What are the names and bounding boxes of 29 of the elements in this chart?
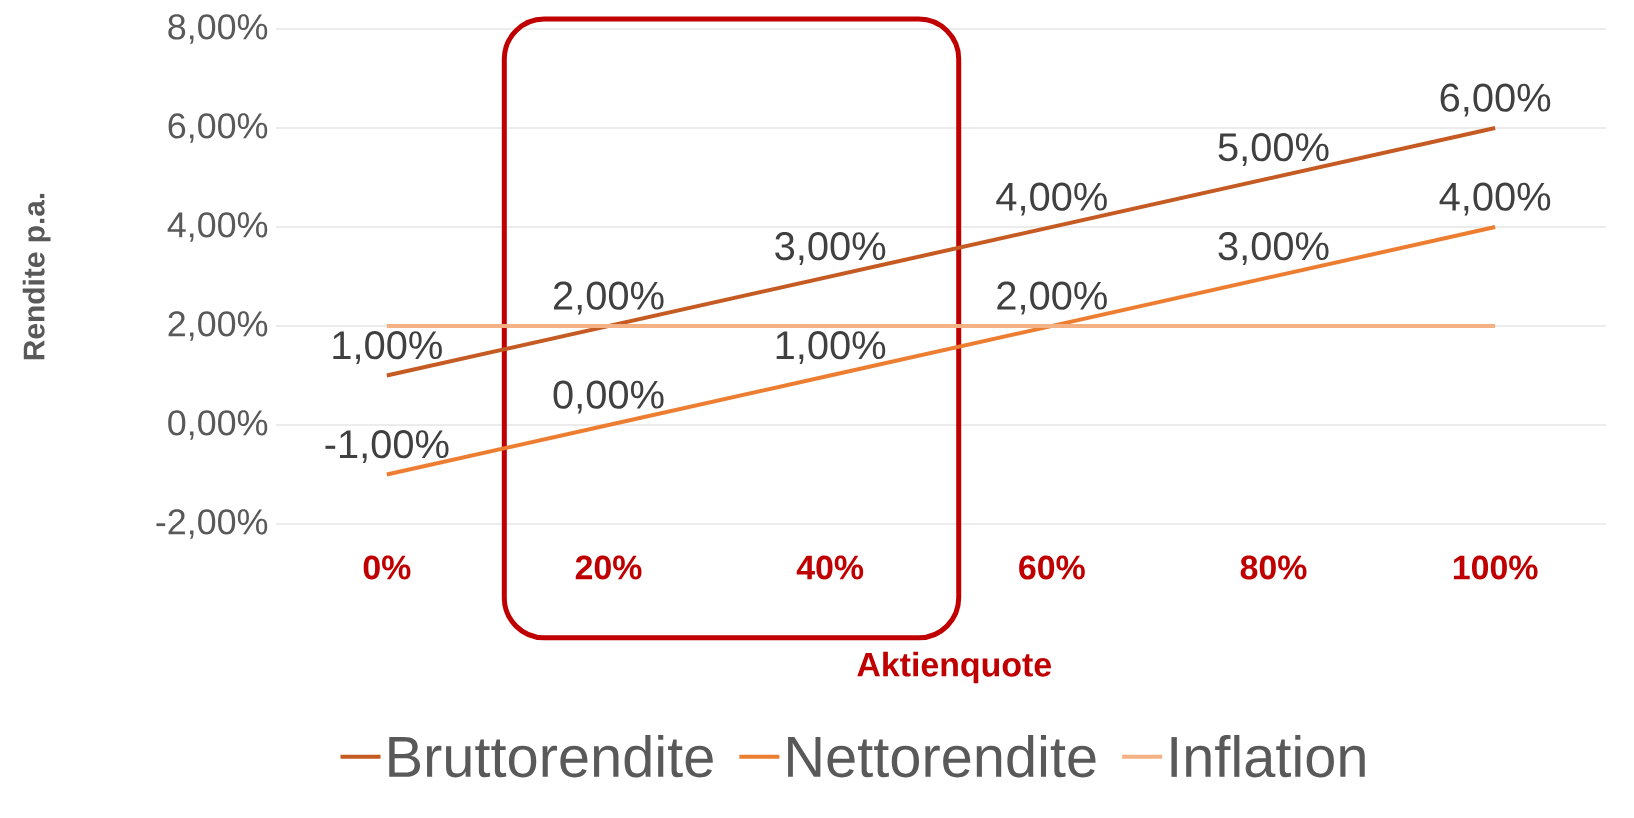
legend-label: Inflation [1171, 734, 1365, 778]
data-label: 2,00% [997, 281, 1107, 315]
data-label: 2,00% [553, 281, 664, 315]
y-tick-label: 4,00% [167, 212, 268, 242]
data-label: 4,00% [1439, 182, 1551, 216]
data-label: 3,00% [1218, 232, 1329, 265]
x-tick-label: 40% [796, 555, 864, 580]
data-label: 4,00% [996, 182, 1107, 216]
y-tick-label: 2,00% [168, 311, 268, 341]
x-tick-label: 60% [1019, 555, 1085, 580]
legend-label: Bruttorendite [389, 734, 713, 778]
y-tick-label: 6,00% [168, 113, 268, 143]
x-tick-label: 20% [575, 555, 642, 580]
y-tick-label: 0,00% [168, 410, 268, 440]
x-axis-title: Aktienquote [857, 651, 1051, 684]
y-tick-label: -2,00% [156, 509, 268, 539]
data-label: 5,00% [1218, 133, 1329, 166]
data-label: -1,00% [325, 430, 449, 463]
y-tick-label: 8,00% [168, 14, 268, 44]
data-label: 0,00% [553, 380, 664, 414]
x-tick-label: 80% [1240, 555, 1307, 580]
data-label: 6,00% [1440, 83, 1551, 117]
x-tick-label: 0% [363, 555, 411, 580]
x-tick-label: 100% [1453, 555, 1538, 580]
y-axis-title: Rendite p.a. [22, 193, 51, 360]
data-label: 3,00% [775, 232, 886, 265]
data-label: 1,00% [333, 331, 442, 364]
legend-label: Nettorendite [788, 734, 1096, 778]
data-label: 1,00% [776, 331, 886, 364]
